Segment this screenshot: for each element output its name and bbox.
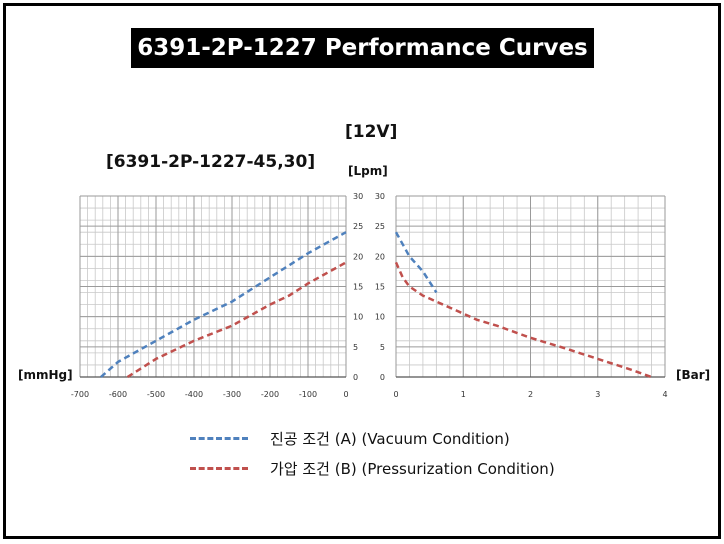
left-y-tick-label: 25 <box>353 222 363 231</box>
left-series-pressure-line <box>126 261 347 379</box>
legend-item-vacuum: 진공 조건 (A) (Vacuum Condition) <box>190 428 510 449</box>
left-y-tick-label: 30 <box>353 192 363 201</box>
left-x-tick-label: -400 <box>185 390 203 399</box>
right-plot-pressure-axis: 0 1 2 3 4 0 5 10 15 20 25 30 <box>375 192 668 399</box>
right-y-tick-label: 25 <box>375 222 385 231</box>
right-x-tick-label: 1 <box>461 390 466 399</box>
left-series-vacuum-line <box>100 231 347 378</box>
slide-frame <box>3 3 721 539</box>
model-label: [6391-2P-1227-45,30] <box>106 152 316 172</box>
left-y-tick-label: 10 <box>353 313 363 322</box>
left-plot-vacuum-axis: -700 -600 -500 -400 -300 -200 -100 00 5 10 15 20 25 3… <box>71 192 363 399</box>
right-y-tick-label: 5 <box>380 343 385 352</box>
legend-label-pressure: 가압 조건 (B) (Pressurization Condition) <box>270 460 555 478</box>
page-title: 6391-2P-1227 Performance Curves <box>131 28 594 68</box>
legend-swatch-vacuum <box>190 437 248 440</box>
left-y-tick-label: 0 <box>353 373 358 382</box>
left-x-tick-label: -100 <box>299 390 317 399</box>
left-x-tick-label: 0 <box>343 390 348 399</box>
left-y-tick-label: 5 <box>353 343 358 352</box>
legend-label-vacuum: 진공 조건 (A) (Vacuum Condition) <box>270 430 510 448</box>
right-x-tick-label: 4 <box>662 390 667 399</box>
left-x-tick-label: -200 <box>261 390 279 399</box>
right-x-tick-label: 3 <box>595 390 600 399</box>
right-y-tick-label: 20 <box>375 252 385 261</box>
y-unit-label: [Lpm] <box>348 164 388 178</box>
left-y-tick-label: 15 <box>353 283 363 292</box>
left-y-tick-label: 20 <box>353 252 363 261</box>
left-x-tick-label: -700 <box>71 390 89 399</box>
voltage-label: [12V] <box>345 122 398 142</box>
right-x-unit-label: [Bar] <box>676 368 711 382</box>
right-y-tick-label: 30 <box>375 192 385 201</box>
right-x-tick-label: 0 <box>393 390 398 399</box>
legend-swatch-pressure <box>190 467 248 470</box>
right-x-tick-label: 2 <box>528 390 533 399</box>
left-x-unit-label: [mmHg] <box>18 368 73 382</box>
left-x-tick-label: -600 <box>109 390 127 399</box>
right-y-tick-label: 15 <box>375 283 385 292</box>
right-y-tick-label: 0 <box>380 373 385 382</box>
right-y-tick-label: 10 <box>375 313 385 322</box>
left-x-tick-label: -500 <box>147 390 165 399</box>
left-x-tick-label: -300 <box>223 390 241 399</box>
right-series-pressure-line <box>394 261 652 379</box>
right-series-vacuum-line <box>394 231 438 294</box>
legend-item-pressure: 가압 조건 (B) (Pressurization Condition) <box>190 458 555 479</box>
